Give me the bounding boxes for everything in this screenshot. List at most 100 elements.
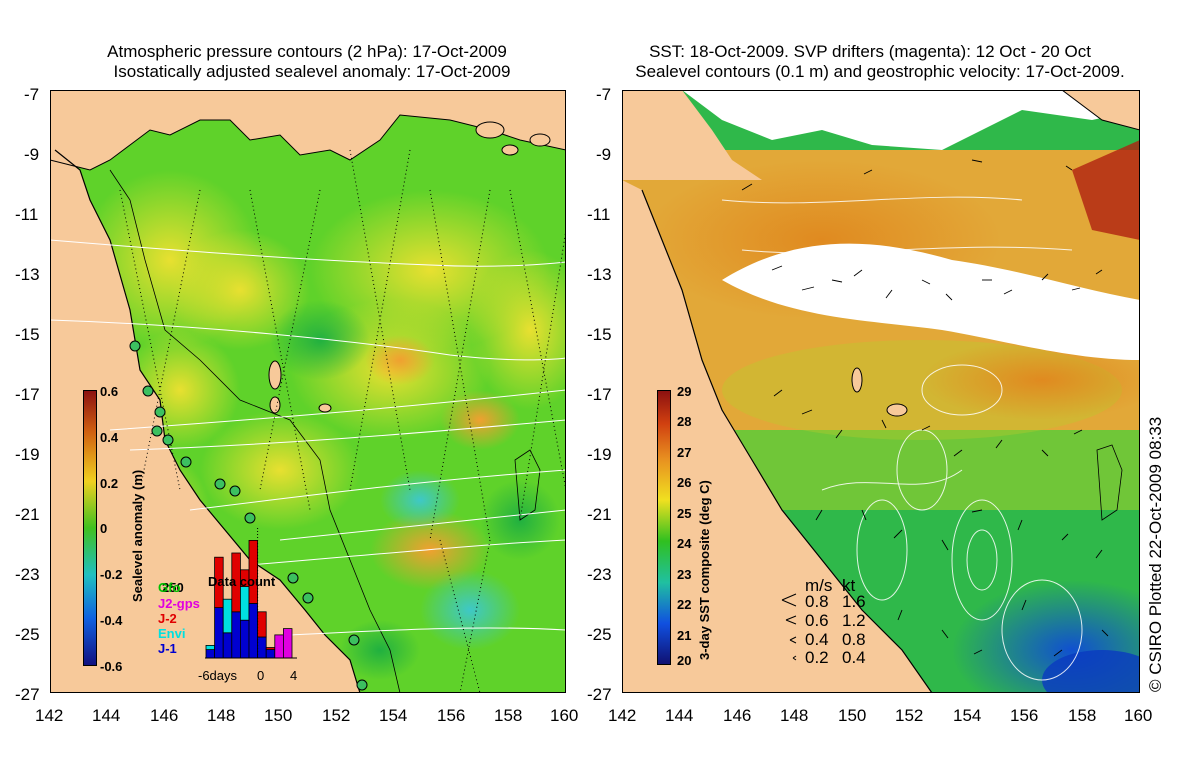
- histogram-bar-segment: [257, 636, 267, 659]
- right-lon-tick: 144: [665, 706, 694, 725]
- left-lat-tick: -23: [15, 565, 40, 584]
- right-lat-tick: -19: [587, 445, 612, 464]
- left-lon-tick: 160: [550, 706, 579, 725]
- right-lon-tick: 142: [608, 706, 637, 725]
- sst-tick: 28: [677, 414, 692, 429]
- histogram-bar-segment: [265, 647, 276, 650]
- left-lat-tick: -15: [15, 325, 40, 344]
- velocity-key-kt: 1.2: [842, 611, 866, 630]
- histogram-bar-segment: [283, 628, 293, 659]
- sealevel-tick: 0.6: [100, 384, 119, 399]
- legend-j2-gps: J2-gps: [158, 596, 200, 611]
- left-lat-tick: -11: [15, 205, 39, 224]
- velocity-key-ms: 0.4: [805, 630, 829, 649]
- sst-tick: 29: [677, 384, 692, 399]
- right-lon-tick: 150: [838, 706, 867, 725]
- histogram-bar-segment: [205, 645, 216, 651]
- right-lat-tick: -7: [596, 85, 612, 104]
- data-count-max-label: 250: [162, 580, 184, 595]
- right-lat-tick: -23: [587, 565, 612, 584]
- sst-colorbar-label: 3-day SST composite (deg C): [697, 480, 712, 660]
- sst-tick: 20: [677, 653, 692, 668]
- sst-colorbar: [657, 390, 671, 665]
- left-title-line1: Atmospheric pressure contours (2 hPa): 1…: [107, 42, 507, 61]
- sst-tick: 22: [677, 597, 692, 612]
- left-lat-tick: -27: [15, 685, 40, 704]
- left-lat-tick: -17: [15, 385, 40, 404]
- right-lat-tick: -13: [587, 265, 612, 284]
- right-lon-tick: 158: [1068, 706, 1097, 725]
- right-lat-tick: -21: [587, 505, 612, 524]
- left-lon-tick: 156: [437, 706, 466, 725]
- right-lon-tick: 154: [953, 706, 982, 725]
- right-lat-tick: -15: [587, 325, 612, 344]
- left-lat-tick: -25: [15, 625, 40, 644]
- legend-j-2: J-2: [158, 611, 177, 626]
- velocity-key-kt: 0.8: [842, 630, 866, 649]
- right-lat-tick: -25: [587, 625, 612, 644]
- velocity-key-header-ms: m/s: [805, 576, 833, 595]
- hist-xtick-zero: 0: [257, 668, 265, 683]
- velocity-key-kt: 0.4: [842, 648, 866, 667]
- right-lon-tick: 148: [780, 706, 809, 725]
- histogram-bar-segment: [240, 586, 250, 621]
- right-lat-tick: -17: [587, 385, 612, 404]
- hist-xtick-start: -6days: [198, 668, 238, 683]
- left-lon-tick: 150: [264, 706, 293, 725]
- left-lon-tick: 142: [35, 706, 64, 725]
- credit-text: © CSIRO Plotted 22-Oct-2009 08:33: [1146, 416, 1165, 692]
- left-lat-tick: -19: [15, 445, 40, 464]
- left-lat-tick: -7: [24, 85, 40, 104]
- hist-xtick-end: 4: [290, 668, 298, 683]
- histogram-bar-segment: [222, 632, 233, 659]
- sst-map: [622, 90, 1140, 693]
- sealevel-colorbar: [83, 390, 97, 666]
- sealevel-colorbar-label: Sealevel anomaly (m): [130, 469, 145, 602]
- left-lat-tick: -9: [24, 145, 40, 164]
- sealevel-tick: -0.2: [100, 567, 123, 582]
- left-lon-tick: 144: [92, 706, 121, 725]
- left-lon-tick: 148: [207, 706, 236, 725]
- velocity-key-ms: 0.6: [805, 611, 829, 630]
- sst-tick: 24: [677, 536, 692, 551]
- left-title-line2: Isostatically adjusted sealevel anomaly:…: [113, 62, 511, 81]
- right-lon-tick: 160: [1124, 706, 1153, 725]
- histogram-bar-segment: [257, 611, 267, 638]
- velocity-key-kt: 1.6: [842, 592, 866, 611]
- sealevel-tick: 0.4: [100, 430, 119, 445]
- sealevel-tick: 0: [100, 521, 108, 536]
- histogram-bar-segment: [222, 598, 233, 634]
- legend-j-1: J-1: [158, 641, 177, 656]
- data-count-title: Data count: [208, 574, 276, 589]
- left-lon-tick: 154: [379, 706, 408, 725]
- sealevel-tick: -0.4: [100, 613, 123, 628]
- histogram-bar-segment: [274, 634, 284, 659]
- sealevel-anomaly-map: [50, 90, 566, 693]
- right-title-line1: SST: 18-Oct-2009. SVP drifters (magenta)…: [649, 42, 1091, 61]
- histogram-bar-segment: [214, 607, 224, 659]
- histogram-bar-segment: [240, 619, 250, 659]
- sealevel-tick: 0.2: [100, 476, 119, 491]
- data-count-histogram: [205, 528, 297, 659]
- velocity-key-ms: 0.2: [805, 648, 829, 667]
- right-lon-tick: 146: [723, 706, 752, 725]
- histogram-bar-segment: [214, 556, 224, 609]
- sst-tick: 23: [677, 567, 692, 582]
- right-lat-tick: -27: [587, 685, 612, 704]
- sst-tick: 25: [677, 506, 692, 521]
- left-lat-tick: -13: [15, 265, 40, 284]
- histogram-bar-segment: [248, 539, 259, 604]
- sealevel-tick: -0.6: [100, 659, 123, 674]
- right-lon-tick: 152: [895, 706, 924, 725]
- velocity-key-header-kt: kt: [842, 576, 856, 595]
- legend-gfo: Gfo: [158, 580, 181, 595]
- histogram-bar-segment: [231, 611, 241, 659]
- velocity-key-ms: 0.8: [805, 592, 829, 611]
- left-lon-tick: 152: [322, 706, 351, 725]
- left-lon-tick: 146: [150, 706, 179, 725]
- sst-tick: 27: [677, 445, 692, 460]
- right-lon-tick: 156: [1010, 706, 1039, 725]
- sst-tick: 26: [677, 475, 692, 490]
- histogram-bar-segment: [205, 649, 216, 659]
- legend-envi: Envi: [158, 626, 186, 641]
